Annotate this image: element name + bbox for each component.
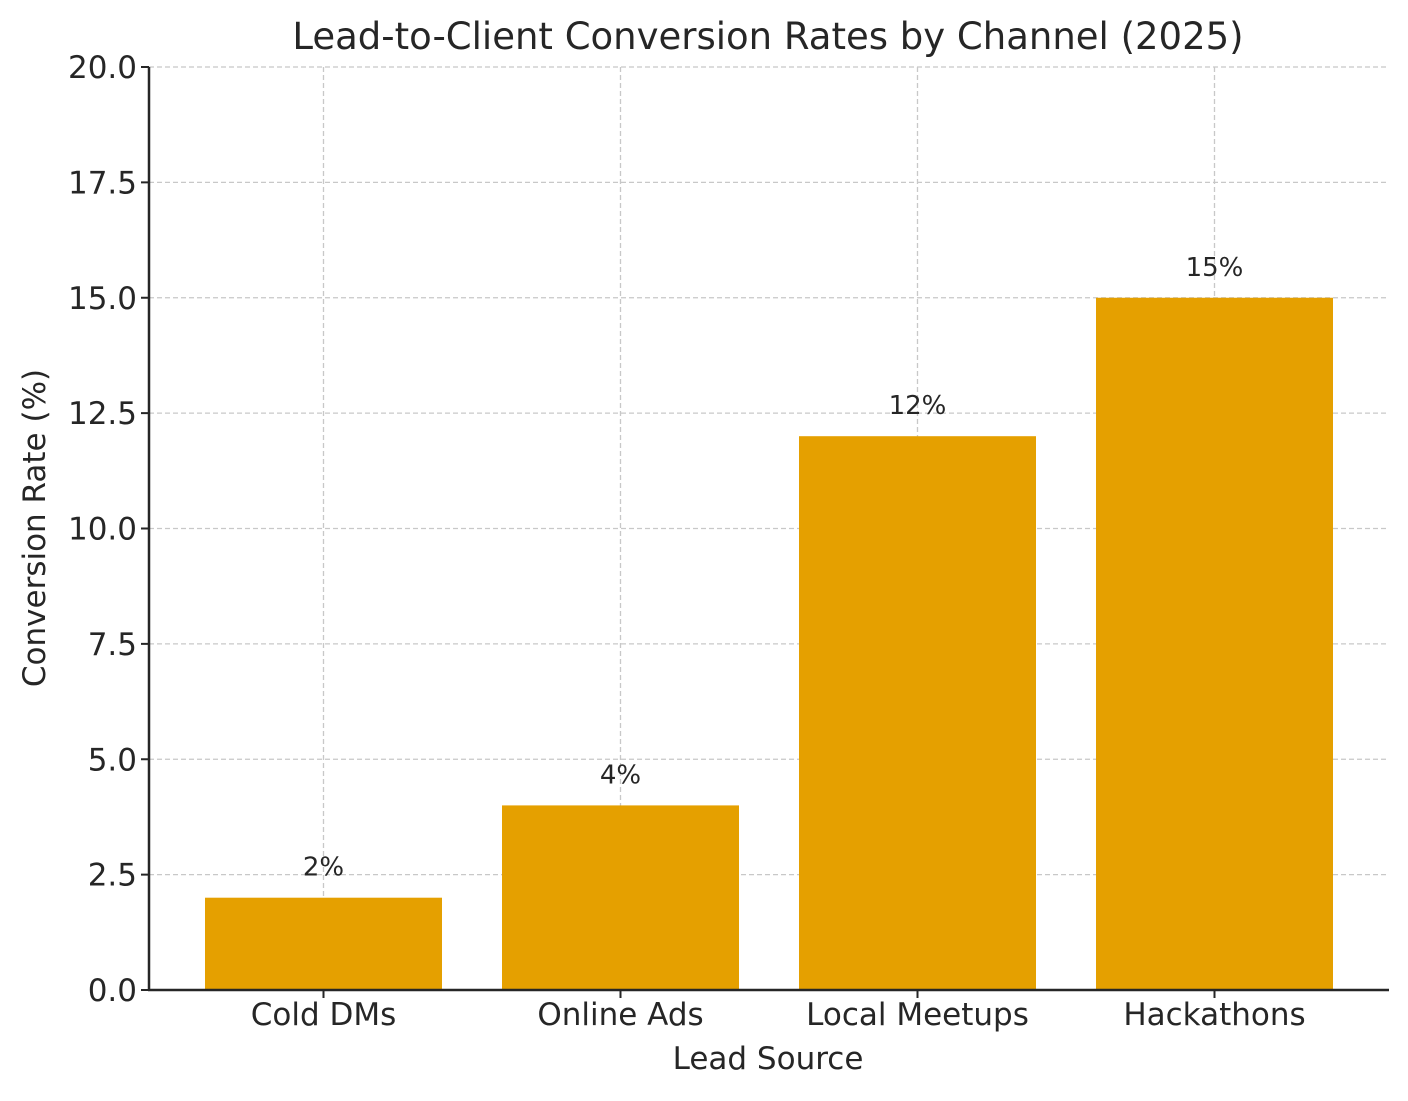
y-axis-label: Conversion Rate (%) [17, 369, 53, 687]
x-tick-label: Online Ads [537, 997, 703, 1033]
bar-value-label: 2% [303, 853, 344, 883]
bar-value-labels: 2% 4% 12% 15% [303, 253, 1244, 883]
x-ticks: Cold DMs Online Ads Local Meetups Hackathon… [251, 990, 1306, 1033]
x-tick-label: Cold DMs [251, 997, 397, 1033]
y-tick-label: 15.0 [68, 281, 137, 317]
y-tick-label: 12.5 [68, 396, 137, 432]
bar-value-label: 12% [889, 391, 947, 421]
chart-title: Lead-to-Client Conversion Rates by Chann… [292, 15, 1243, 58]
bar [502, 805, 739, 990]
x-axis-label: Lead Source [673, 1041, 864, 1077]
y-tick-label: 2.5 [88, 858, 137, 894]
bar [799, 436, 1036, 990]
y-tick-label: 7.5 [88, 627, 137, 663]
bar-value-label: 15% [1186, 253, 1244, 283]
y-tick-label: 10.0 [68, 512, 137, 548]
y-tick-label: 17.5 [68, 165, 137, 201]
bar [1096, 297, 1333, 990]
y-tick-label: 0.0 [88, 973, 137, 1009]
x-tick-label: Local Meetups [806, 997, 1029, 1033]
y-tick-label: 5.0 [88, 742, 137, 778]
y-tick-label: 20.0 [68, 50, 137, 86]
x-tick-label: Hackathons [1123, 997, 1305, 1033]
y-ticks: 0.0 2.5 5.0 7.5 10.0 12.5 15.0 17.5 20.0 [68, 50, 149, 1009]
bars [205, 297, 1333, 990]
bar-value-label: 4% [600, 760, 641, 790]
bar [205, 897, 442, 990]
